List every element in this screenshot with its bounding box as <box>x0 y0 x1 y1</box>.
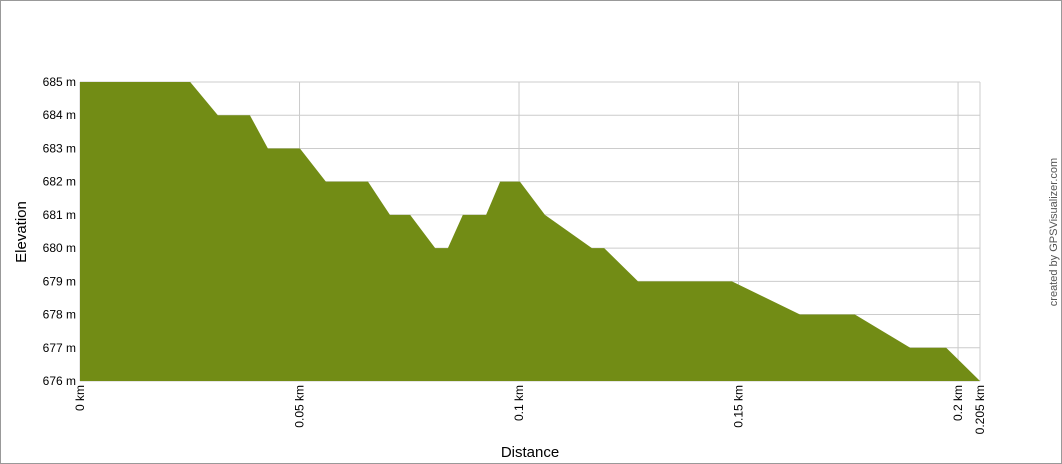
elevation-area <box>80 82 980 381</box>
y-tick-label: 682 m <box>43 175 76 189</box>
x-tick-label: 0.15 km <box>732 385 746 428</box>
y-tick-label: 679 m <box>43 274 76 288</box>
y-tick-label: 681 m <box>43 208 76 222</box>
x-tick-label: 0.2 km <box>951 385 965 421</box>
y-tick-label: 680 m <box>43 241 76 255</box>
x-tick-label: 0 km <box>73 385 87 411</box>
x-tick-label: 0.05 km <box>293 385 307 428</box>
credit: created by GPSVisualizer.com <box>1048 158 1060 306</box>
y-tick-label: 685 m <box>43 75 76 89</box>
y-tick-label: 676 m <box>43 374 76 388</box>
y-axis-label: Elevation <box>13 201 30 263</box>
x-tick-label: 0.1 km <box>512 385 526 421</box>
y-tick-label: 677 m <box>43 341 76 355</box>
y-tick-label: 678 m <box>43 308 76 322</box>
y-tick-label: 684 m <box>43 108 76 122</box>
x-tick-label: 0.205 km <box>973 385 987 434</box>
y-tick-label: 683 m <box>43 141 76 155</box>
x-axis-label: Distance <box>501 444 559 461</box>
